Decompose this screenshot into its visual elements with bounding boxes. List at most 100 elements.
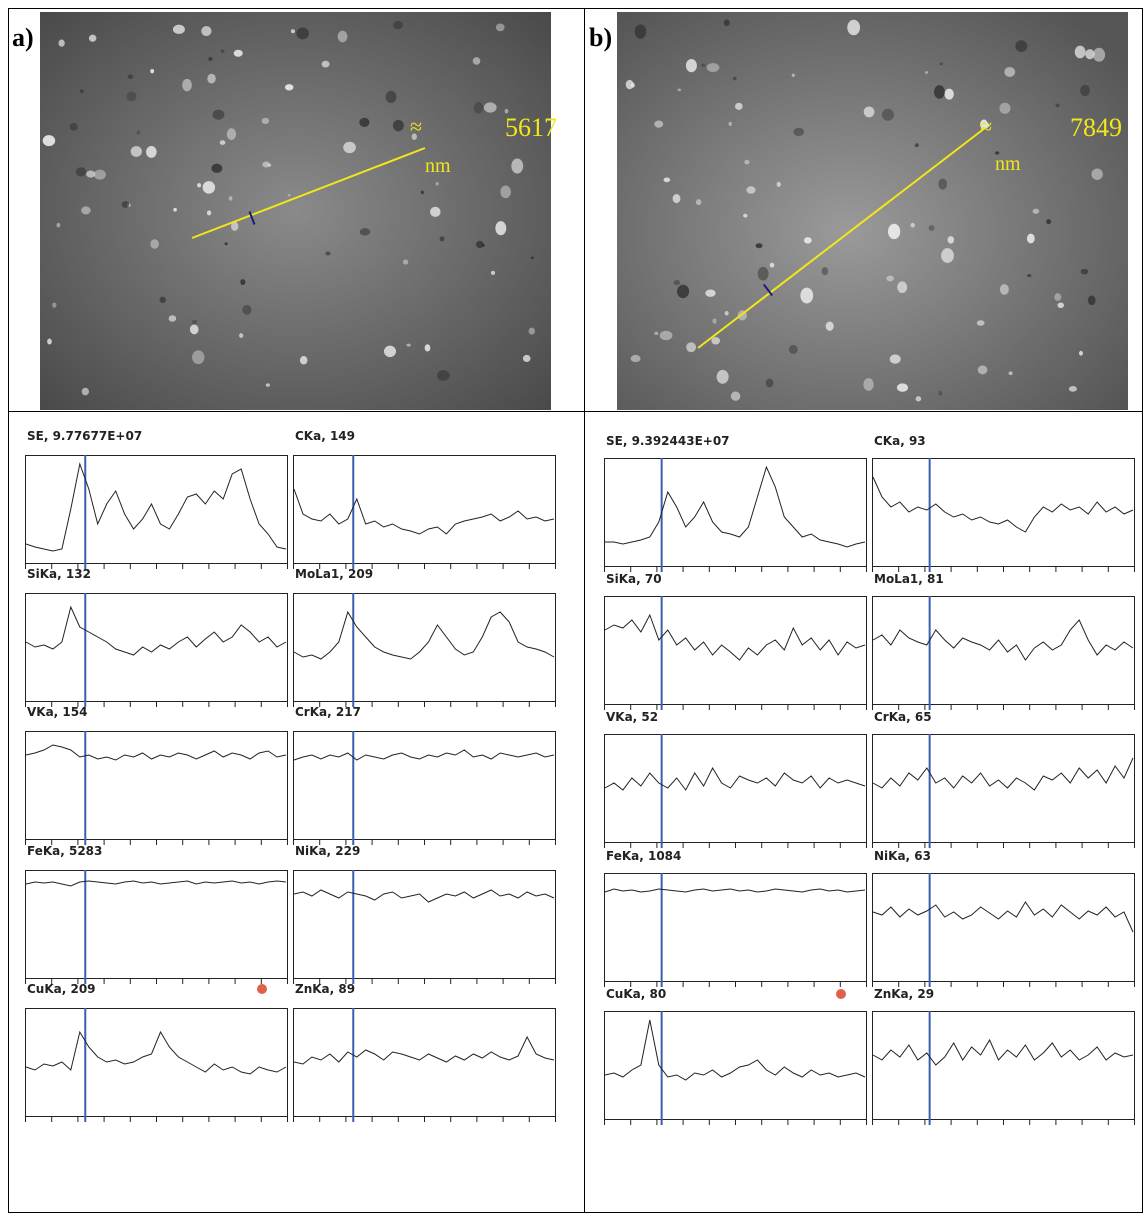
sem-particle xyxy=(948,236,955,244)
sem-particle xyxy=(70,123,78,131)
profile-label: MoLa1, 209 xyxy=(295,567,373,581)
sem-particle xyxy=(731,392,740,401)
sem-particle xyxy=(239,333,243,338)
sem-particle xyxy=(393,120,404,131)
panel-label: a) xyxy=(12,23,34,52)
sem-particle xyxy=(1057,302,1064,308)
scale-unit: nm xyxy=(425,155,451,177)
sem-particle xyxy=(1009,371,1013,375)
scale-length: 5617 xyxy=(505,113,557,142)
sem-particle xyxy=(929,225,935,231)
sem-particle xyxy=(941,248,954,263)
sem-particle xyxy=(511,159,523,174)
sem-particle xyxy=(800,288,813,304)
sem-particle xyxy=(192,320,197,324)
sem-particle xyxy=(916,396,922,401)
sem-particle xyxy=(384,346,396,357)
plot-frame xyxy=(873,1012,1135,1120)
sem-particle xyxy=(173,25,185,34)
scale-symbol: ≈ xyxy=(980,114,992,139)
sem-particle xyxy=(203,181,216,194)
sem-particle xyxy=(436,182,439,186)
sem-particle xyxy=(225,242,228,245)
sem-particle xyxy=(229,196,233,201)
sem-particle xyxy=(360,228,370,235)
sem-particle xyxy=(393,21,403,29)
sem-particle xyxy=(673,194,681,203)
profile-label: VKa, 154 xyxy=(27,705,87,719)
sem-particle xyxy=(288,194,291,196)
sem-particle xyxy=(744,160,749,165)
sem-particle xyxy=(440,236,445,241)
sem-particle xyxy=(137,130,140,134)
sem-particle xyxy=(1056,103,1060,107)
sem-particle xyxy=(495,221,506,235)
sem-particle xyxy=(227,128,236,140)
sem-particle xyxy=(291,29,295,33)
sem-particle xyxy=(724,19,730,26)
sem-particle xyxy=(743,214,747,218)
sem-particle xyxy=(403,260,408,265)
sem-particle xyxy=(925,71,928,74)
sem-particle xyxy=(701,64,705,67)
sem-particle xyxy=(886,276,894,282)
sem-particle xyxy=(343,142,356,153)
sem-particle xyxy=(146,146,157,158)
plot-frame xyxy=(294,456,556,564)
sem-particle xyxy=(1069,386,1077,392)
sem-particle xyxy=(1080,85,1090,96)
sem-particle xyxy=(406,344,410,347)
profile-label: NiKa, 63 xyxy=(874,849,931,863)
sem-particle xyxy=(822,267,829,275)
sem-particle xyxy=(322,61,330,68)
sem-particle xyxy=(240,279,245,285)
panel-label: b) xyxy=(589,23,612,52)
plot-frame xyxy=(294,1009,556,1117)
sem-particle xyxy=(674,280,680,285)
sem-particle xyxy=(938,179,947,190)
profile-label: FeKa, 1084 xyxy=(606,849,681,863)
sem-particle xyxy=(425,344,431,351)
sem-image xyxy=(40,12,551,410)
sem-particle xyxy=(999,103,1010,114)
sem-particle xyxy=(52,302,56,307)
sem-particle xyxy=(847,20,860,36)
plot-frame xyxy=(294,594,556,702)
plot-frame xyxy=(873,597,1135,705)
sem-particle xyxy=(159,297,165,303)
sem-particle xyxy=(266,383,270,386)
profile-label: SE, 9.77677E+07 xyxy=(27,429,142,443)
sem-particle xyxy=(696,199,701,205)
profile-label: VKa, 52 xyxy=(606,710,658,724)
profile-label: NiKa, 229 xyxy=(295,844,360,858)
sem-particle xyxy=(705,289,715,296)
profile-label: SE, 9.392443E+07 xyxy=(606,434,730,448)
sem-particle xyxy=(325,251,330,255)
sem-particle xyxy=(1000,284,1009,295)
sem-particle xyxy=(262,118,270,124)
sem-particle xyxy=(660,331,673,340)
sem-particle xyxy=(677,285,689,298)
sem-particle xyxy=(430,207,441,217)
sem-particle xyxy=(746,186,755,193)
sem-particle xyxy=(58,40,64,47)
profile-label: SiKa, 132 xyxy=(27,567,91,581)
sem-particle xyxy=(476,241,484,248)
plot-frame xyxy=(26,871,288,979)
sem-particle xyxy=(300,356,308,364)
plot-frame xyxy=(873,459,1135,567)
sem-particle xyxy=(1081,269,1089,275)
plot-frame xyxy=(873,735,1135,843)
sem-particle xyxy=(220,140,226,145)
sem-particle xyxy=(496,24,505,32)
sem-particle xyxy=(338,31,348,43)
scale-unit: nm xyxy=(995,153,1021,175)
sem-particle xyxy=(207,74,215,84)
sem-particle xyxy=(1079,351,1083,356)
plot-frame xyxy=(294,732,556,840)
sem-particle xyxy=(89,35,97,42)
sem-particle xyxy=(56,223,60,228)
sem-particle xyxy=(725,311,729,315)
profile-label: CrKa, 217 xyxy=(295,705,361,719)
sem-particle xyxy=(211,164,222,173)
